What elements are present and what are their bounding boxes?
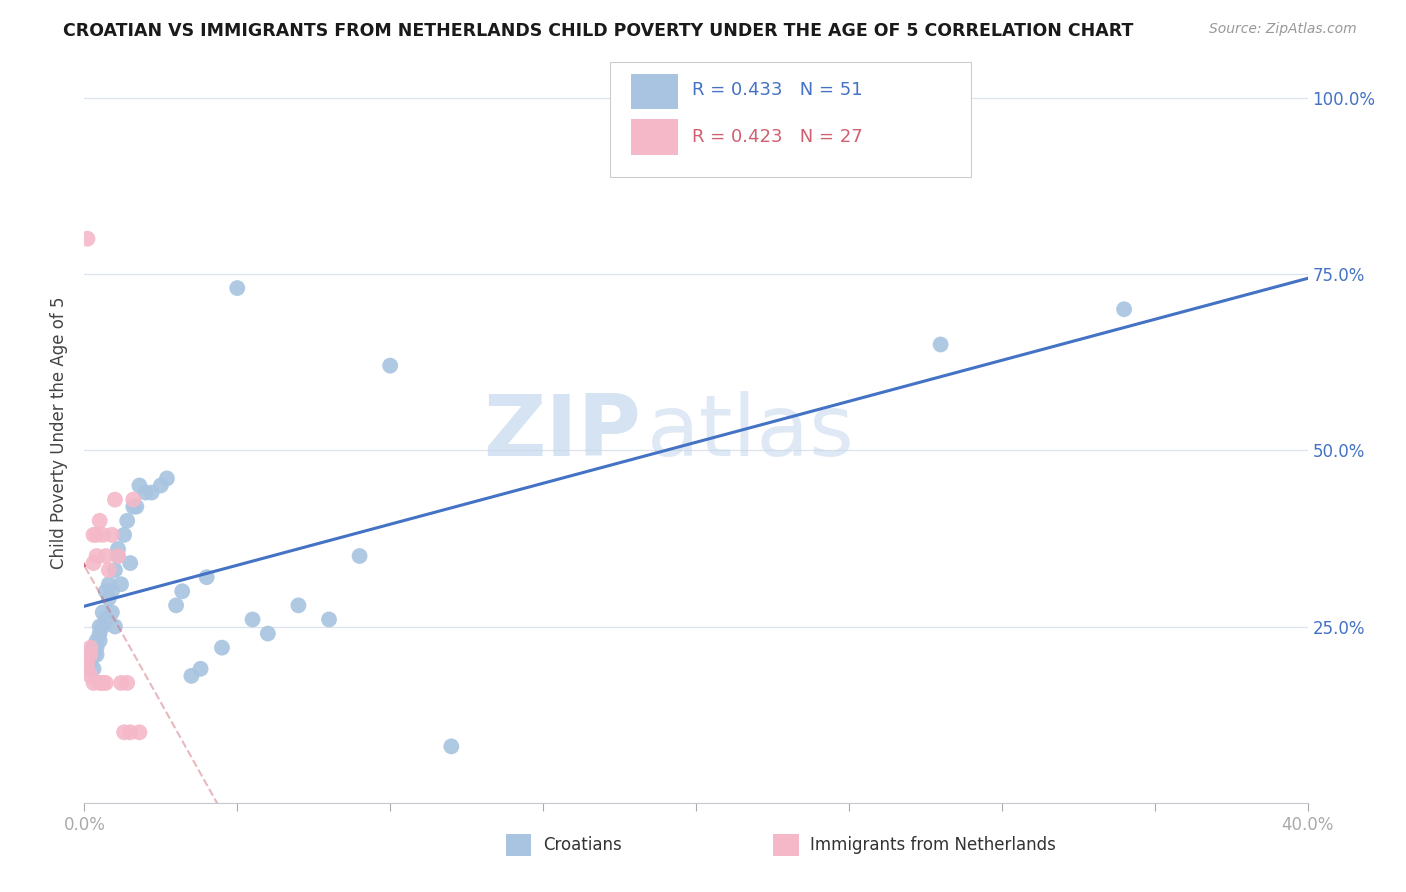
Point: [257, 626, 280, 640]
Point: [226, 281, 249, 295]
Point: [89, 619, 111, 633]
Point: [141, 485, 163, 500]
Point: [101, 584, 124, 599]
Point: [135, 485, 157, 500]
Point: [83, 676, 105, 690]
Point: [180, 669, 202, 683]
Point: [86, 648, 108, 662]
Point: [79, 640, 101, 655]
Point: [318, 612, 340, 626]
Point: [120, 725, 142, 739]
Point: [97, 591, 120, 606]
Point: [97, 577, 120, 591]
Point: [86, 640, 108, 655]
Point: [112, 725, 135, 739]
Point: [120, 556, 142, 570]
FancyBboxPatch shape: [610, 62, 972, 178]
Point: [122, 492, 145, 507]
Point: [86, 528, 108, 542]
Point: [94, 676, 117, 690]
Point: [76, 232, 98, 246]
Point: [79, 648, 101, 662]
Point: [83, 640, 105, 655]
Point: [86, 633, 108, 648]
Point: [110, 676, 132, 690]
Point: [91, 528, 114, 542]
Point: [101, 528, 124, 542]
Point: [115, 676, 138, 690]
Point: [91, 676, 114, 690]
Point: [104, 492, 127, 507]
Point: [440, 739, 463, 754]
Point: [156, 471, 179, 485]
Text: R = 0.433   N = 51: R = 0.433 N = 51: [692, 81, 863, 99]
Point: [125, 500, 148, 514]
Point: [122, 500, 145, 514]
Point: [89, 626, 111, 640]
Point: [86, 549, 108, 563]
Point: [94, 612, 117, 626]
FancyBboxPatch shape: [631, 73, 678, 109]
Point: [83, 648, 105, 662]
Point: [94, 584, 117, 599]
Point: [107, 541, 129, 556]
Text: atlas: atlas: [647, 391, 855, 475]
Point: [128, 478, 150, 492]
Point: [83, 528, 105, 542]
Point: [79, 648, 101, 662]
Point: [76, 655, 98, 669]
Point: [172, 584, 194, 599]
Point: [79, 669, 101, 683]
Point: [107, 549, 129, 563]
Text: R = 0.423   N = 27: R = 0.423 N = 27: [692, 128, 863, 146]
Point: [242, 612, 264, 626]
Point: [287, 599, 309, 613]
Point: [89, 676, 111, 690]
Point: [349, 549, 371, 563]
Point: [91, 606, 114, 620]
Text: Croatians: Croatians: [543, 836, 621, 855]
Point: [112, 528, 135, 542]
Point: [211, 640, 233, 655]
Point: [1114, 302, 1136, 317]
Point: [380, 359, 402, 373]
Point: [195, 570, 218, 584]
Point: [110, 577, 132, 591]
Point: [128, 725, 150, 739]
Point: [929, 337, 952, 351]
Text: ZIP: ZIP: [484, 391, 641, 475]
Point: [76, 655, 98, 669]
Point: [89, 633, 111, 648]
Point: [190, 662, 212, 676]
Point: [89, 514, 111, 528]
Point: [115, 514, 138, 528]
Point: [165, 599, 187, 613]
Text: CROATIAN VS IMMIGRANTS FROM NETHERLANDS CHILD POVERTY UNDER THE AGE OF 5 CORRELA: CROATIAN VS IMMIGRANTS FROM NETHERLANDS …: [63, 22, 1133, 40]
Y-axis label: Child Poverty Under the Age of 5: Child Poverty Under the Age of 5: [51, 296, 69, 569]
Point: [149, 478, 172, 492]
Text: Source: ZipAtlas.com: Source: ZipAtlas.com: [1209, 22, 1357, 37]
Point: [97, 563, 120, 577]
Text: Immigrants from Netherlands: Immigrants from Netherlands: [810, 836, 1056, 855]
Point: [104, 619, 127, 633]
Point: [83, 556, 105, 570]
Point: [104, 563, 127, 577]
Point: [83, 662, 105, 676]
FancyBboxPatch shape: [631, 120, 678, 155]
Point: [107, 549, 129, 563]
Point: [76, 662, 98, 676]
Point: [94, 549, 117, 563]
Point: [101, 606, 124, 620]
Point: [79, 655, 101, 669]
Point: [91, 619, 114, 633]
